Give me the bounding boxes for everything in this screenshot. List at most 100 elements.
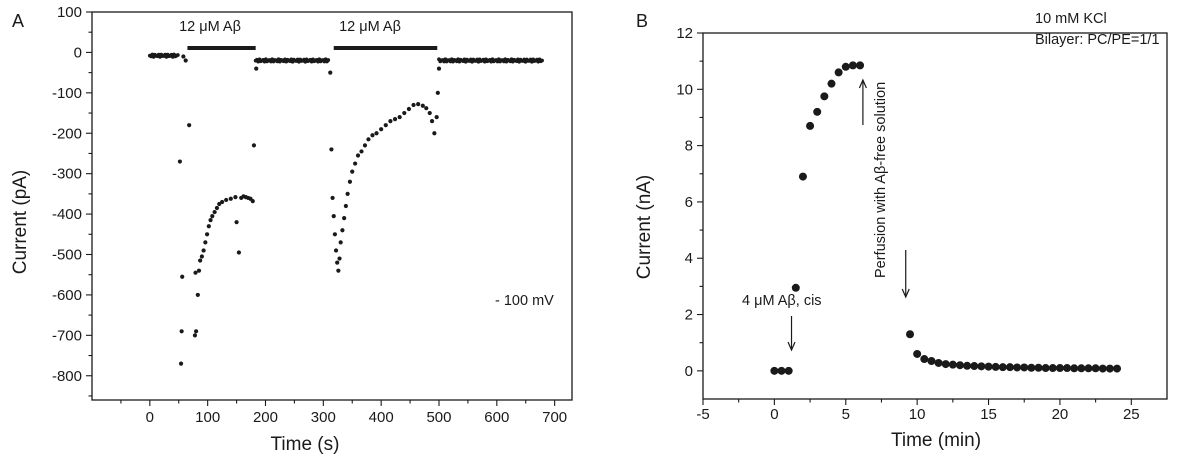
panel-a-point [234, 220, 239, 225]
panel-a-baseline-point [175, 53, 180, 57]
panel-a-point [388, 119, 393, 124]
panel-b-point [1027, 363, 1036, 372]
panel-b-point [1041, 364, 1050, 373]
panel-b-ytick-label: 8 [685, 138, 693, 155]
panel-a-voltage-label: - 100 mV [495, 293, 554, 309]
panel-a-ytick-label: -500 [52, 247, 82, 264]
panel-a-point [183, 58, 188, 63]
panel-b-point [1070, 364, 1079, 373]
panel-b-point [848, 61, 857, 70]
panel-b-point [1020, 363, 1029, 372]
panel-b-point [806, 121, 815, 130]
panel-b-point [963, 361, 972, 370]
panel-a-point [233, 195, 238, 200]
panel-a-point [345, 191, 350, 196]
panel-a-point [192, 333, 198, 338]
panel-b-point [827, 79, 836, 88]
panel-a-ytick-label: -400 [52, 206, 82, 223]
panel-a-point [206, 224, 211, 229]
panel-a-point [181, 54, 186, 59]
panel-b-point [927, 356, 936, 365]
panel-a-point [366, 137, 371, 142]
panel-a-point [193, 270, 198, 275]
panel-a-point [427, 110, 432, 116]
panel-b-point [813, 107, 822, 116]
panel-a-point [254, 66, 259, 71]
panel-a-point [411, 102, 416, 108]
panel-b-point [1055, 364, 1064, 373]
panel-b-xtick-label: -5 [696, 406, 709, 423]
panel-b-point [820, 92, 829, 101]
panel-a-point [199, 254, 204, 259]
panel-b-arrow-abeta-head [787, 341, 796, 352]
panel-b-point [834, 68, 843, 77]
panel-b-xtick-label: 25 [1123, 406, 1140, 423]
panel-a-xtick-label: 100 [195, 409, 220, 426]
panel-b-point [1091, 364, 1100, 373]
panel-a-point [434, 114, 439, 120]
panel-a-point [251, 143, 257, 148]
panel-a-point [402, 110, 407, 116]
panel-b-xtick-label: 0 [770, 406, 778, 423]
panel-a-point [335, 260, 340, 265]
panel-a-point [208, 218, 213, 223]
panel-a-point [214, 205, 220, 211]
panel-a-point [337, 256, 342, 261]
panel-a-point [328, 70, 333, 75]
panel-a-point [379, 127, 384, 132]
panel-a-point [416, 102, 421, 107]
panel-b-ytick-label: 12 [676, 25, 693, 42]
panel-b-xtick-label: 20 [1052, 406, 1069, 423]
panel-a-point [224, 197, 229, 203]
panel-b-point [798, 172, 807, 181]
panel-a-point [236, 250, 241, 255]
panel-b-point [784, 366, 793, 375]
panel-b-point [970, 362, 979, 371]
panel-b-arrow-label-2: Perfusion with Aβ-free solution [873, 82, 889, 278]
panel-a-point [204, 232, 210, 237]
panel-a-point [330, 195, 335, 201]
panel-b-point [856, 61, 865, 70]
panel-a-point [193, 329, 199, 334]
panel-b-ytick-label: 2 [685, 307, 693, 324]
panel-a-point [429, 119, 435, 124]
panel-a-xtick-label: 700 [542, 409, 567, 426]
panel-b-arrow-peak-head [858, 78, 867, 89]
panel-b-point [920, 355, 929, 364]
panel-b-point [977, 362, 986, 371]
panel-a-point [196, 268, 202, 273]
panel-a-bar-label-1: 12 μM Aβ [179, 19, 241, 35]
panel-a-xtick-label: 400 [369, 409, 394, 426]
panel-b-point [777, 366, 786, 375]
panel-a-point [432, 131, 437, 136]
panel-b-point [998, 363, 1007, 372]
panel-a-xlabel: Time (s) [271, 434, 340, 455]
panel-a-point [362, 143, 368, 148]
panel-b-point [1084, 364, 1093, 373]
panel-a-point [179, 329, 184, 334]
panel-b-xtick-label: 10 [909, 406, 926, 423]
panel-a-label: A [12, 11, 24, 31]
panel-b-point [1098, 364, 1107, 373]
panel-a-point [333, 248, 339, 253]
panel-a-point [178, 361, 184, 366]
panel-a-xtick-label: 600 [484, 409, 509, 426]
panel-a-point [177, 159, 183, 164]
panel-a-point [420, 103, 425, 108]
panel-b-ylabel: Current (nA) [634, 175, 655, 280]
panel-a-point [342, 216, 347, 221]
panel-a-point [195, 292, 200, 298]
panel-a-point [406, 106, 412, 112]
panel-a-point [338, 240, 343, 245]
panel-a-point [355, 153, 361, 158]
panel-a-point [198, 258, 203, 263]
panel-b-ytick-label: 6 [685, 194, 693, 211]
panel-b-arrow-label-1: 4 μM Aβ, cis [742, 293, 822, 309]
panel-a-frame [91, 11, 573, 401]
panel-a-baseline-point [540, 58, 544, 63]
panel-b-point [984, 362, 993, 371]
panel-a-point [340, 228, 345, 233]
panel-b-ytick-label: 10 [676, 81, 693, 98]
panel-b-point [770, 366, 779, 375]
panel-b-point [991, 362, 1000, 371]
